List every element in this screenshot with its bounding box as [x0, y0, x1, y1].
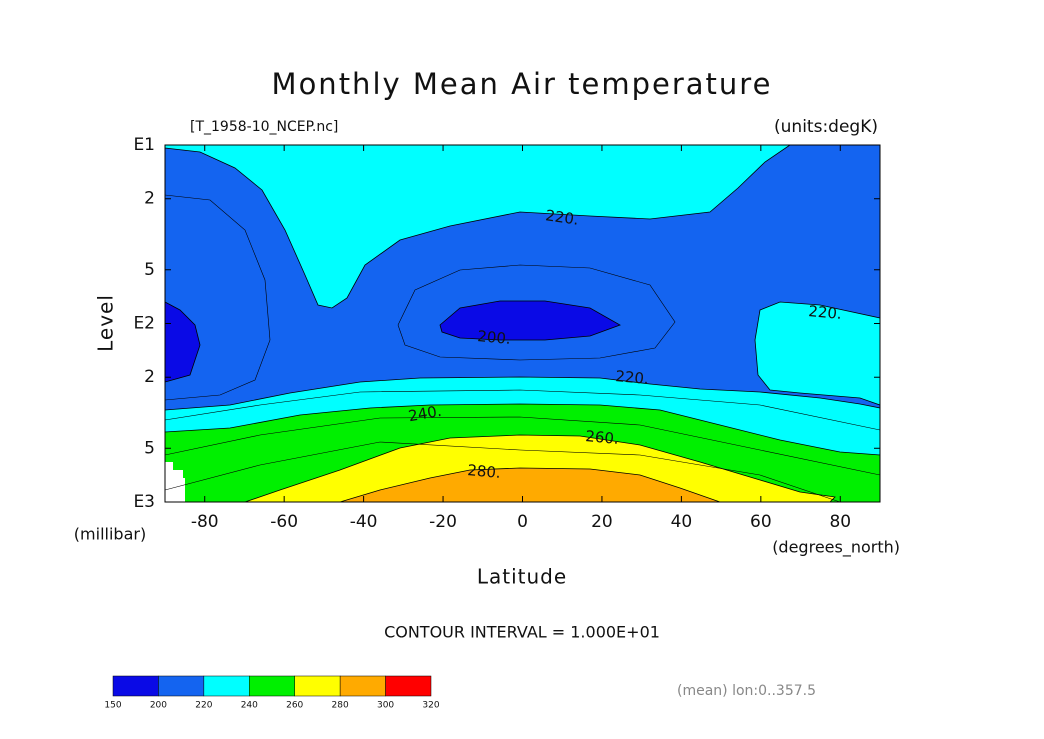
contour-region: [164, 144, 792, 309]
note: (mean) lon:0..357.5: [677, 683, 816, 699]
colorbar-label: 150: [104, 701, 121, 711]
colorbar-box: [203, 675, 250, 697]
y-tick-label: E1: [133, 135, 155, 155]
subtitle: [T_1958-10_NCEP.nc]: [190, 119, 338, 135]
contour-line: [397, 264, 676, 361]
contour-region: [339, 467, 721, 503]
x-tick-label: 40: [671, 512, 693, 532]
x-tick-label: -20: [429, 512, 457, 532]
contour-label: 280.: [467, 461, 502, 482]
missing-data: [165, 478, 185, 502]
y-unit-label: (millibar): [74, 525, 146, 544]
x-axis-label: Latitude: [477, 565, 567, 589]
colorbar-box: [385, 675, 432, 697]
colorbar-label: 220: [195, 701, 212, 711]
x-tick-label: 60: [750, 512, 772, 532]
y-tick-label: E3: [133, 492, 155, 512]
x-tick-label: 0: [517, 512, 528, 532]
colorbar-label: 260: [286, 701, 303, 711]
x-tick-label: -40: [350, 512, 378, 532]
x-tick-label: -60: [270, 512, 298, 532]
colorbar-box: [339, 675, 386, 697]
contour-label: 220.: [544, 206, 580, 228]
contour-label: 240.: [407, 402, 443, 426]
contour-region: [754, 301, 881, 406]
colorbar-label: 300: [377, 701, 394, 711]
colorbar-box: [249, 675, 295, 697]
colorbar-label: 240: [241, 701, 258, 711]
colorbar-box: [158, 675, 205, 697]
colorbar-box: [294, 675, 341, 697]
colorbar-box: [112, 675, 159, 697]
colorbar-label: 280: [332, 701, 349, 711]
x-tick-label: -80: [191, 512, 219, 532]
chart-title: Monthly Mean Air temperature: [272, 67, 773, 101]
y-tick-label: 5: [144, 260, 155, 280]
contour-region: [439, 300, 621, 341]
contour-label: 220.: [808, 302, 843, 323]
colorbar-label: 320: [422, 701, 439, 711]
contour-line: [164, 389, 881, 431]
contour-line: [164, 194, 271, 401]
footer: CONTOUR INTERVAL = 1.000E+01: [384, 623, 660, 642]
y-tick-label: 5: [144, 438, 155, 458]
colorbar-label: 200: [150, 701, 167, 711]
x-tick-label: 80: [829, 512, 851, 532]
missing-data: [173, 470, 183, 480]
y-tick-label: E2: [133, 314, 155, 334]
y-axis-label: Level: [94, 294, 118, 352]
units-label: (units:degK): [774, 117, 878, 137]
x-unit-label: (degrees_north): [772, 538, 900, 558]
contour-label: 220.: [615, 367, 650, 388]
x-tick-label: 20: [591, 512, 613, 532]
y-tick-label: 2: [144, 189, 155, 209]
y-tick-label: 2: [144, 367, 155, 387]
contour-label: 260.: [585, 427, 620, 448]
contour-line: [164, 441, 841, 503]
contour-line: [164, 416, 881, 476]
contour-label: 200.: [477, 327, 512, 348]
